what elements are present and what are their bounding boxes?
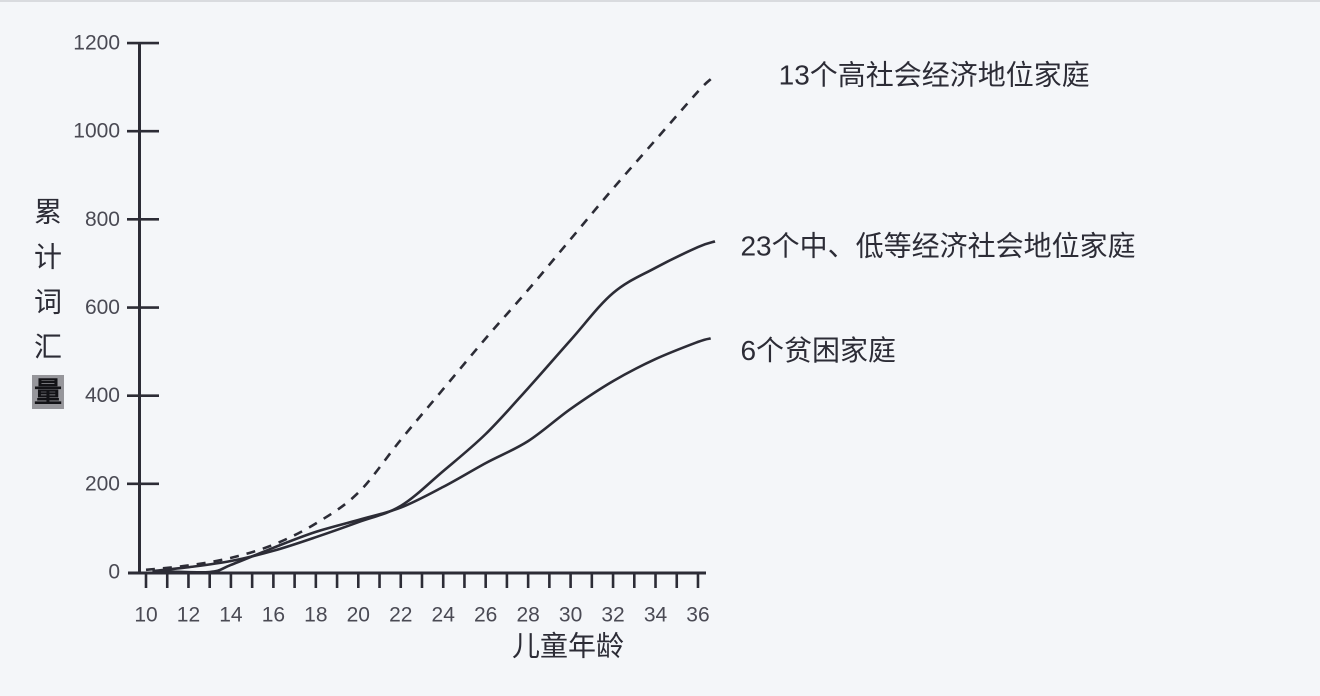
x-tick-label: 20 [347,603,370,626]
y-tick-label: 400 [85,384,120,407]
series-line-high-ses [145,78,712,572]
x-tick-label: 22 [389,603,412,626]
y-tick-label: 800 [85,208,120,231]
y-tick-label: 200 [85,472,120,495]
x-tick-label: 18 [304,603,327,626]
y-axis-title-char: 词 [34,287,62,318]
x-tick-label: 26 [474,603,497,626]
y-tick-label: 1000 [73,120,120,143]
y-axis-title-highlight [32,375,64,409]
x-tick-label: 14 [219,603,243,626]
top-edge-line [0,0,1320,2]
series-line-mid-low-ses [152,240,716,573]
x-tick-label: 30 [559,603,582,626]
y-tick-label: 600 [85,296,120,319]
y-axis-title-char: 量 [34,377,62,408]
x-axis-title: 儿童年龄 [512,631,624,662]
y-axis-title-char: 计 [34,242,62,273]
x-tick-label: 24 [432,603,456,626]
y-tick-label: 1200 [73,32,120,55]
x-tick-label: 34 [644,603,668,626]
series-line-poverty [158,337,712,574]
y-axis-title-char: 汇 [34,332,62,363]
x-tick-label: 28 [516,603,539,626]
x-tick-label: 10 [134,603,157,626]
y-tick-label: 0 [108,561,120,584]
y-axis-title-char: 累 [34,197,62,228]
x-tick-label: 32 [601,603,624,626]
series-label-poverty: 6个贫困家庭 [740,335,896,366]
x-tick-label: 12 [177,603,200,626]
x-tick-label: 36 [686,603,709,626]
x-tick-label: 16 [262,603,285,626]
series-label-mid-low-ses: 23个中、低等经济社会地位家庭 [740,230,1135,261]
series-label-high-ses: 13个高社会经济地位家庭 [779,59,1090,90]
